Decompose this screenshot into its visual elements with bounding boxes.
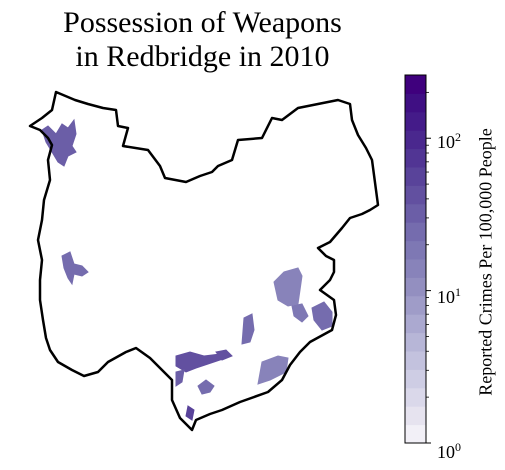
colorbar-bin-12 [405,204,426,223]
colorbar-bin-3 [405,369,426,388]
colorbar-bin-1 [405,406,426,425]
colorbar-bin-8 [405,277,426,296]
colorbar-bin-9 [405,259,426,278]
colorbar-tick-label-2: 102 [437,130,461,153]
colorbar-bin-4 [405,351,426,370]
colorbar [405,75,431,444]
area-south-3 [176,370,184,386]
area-south-5 [186,406,194,420]
area-west [62,252,88,284]
borough-outline [30,92,378,430]
colorbar-bin-11 [405,222,426,241]
area-east-1 [274,268,302,306]
colorbar-bin-16 [405,130,426,149]
colorbar-tick-label-1: 101 [437,285,461,308]
colorbar-bin-2 [405,388,426,407]
colorbar-bin-6 [405,314,426,333]
colorbar-tick-label-0: 100 [437,440,461,463]
colorbar-bin-5 [405,333,426,352]
colorbar-bin-10 [405,241,426,260]
colorbar-bin-15 [405,149,426,168]
colorbar-bin-0 [405,425,426,444]
colorbar-bin-19 [405,75,426,94]
area-east-2 [292,304,308,322]
colorbar-title: Reported Crimes Per 100,000 People [476,128,497,395]
colorbar-bin-7 [405,296,426,315]
area-south-4 [198,380,214,394]
colorbar-bin-17 [405,112,426,131]
area-south-2 [242,314,254,344]
colorbar-bin-18 [405,93,426,112]
colorbar-bin-13 [405,185,426,204]
area-east-3 [312,302,332,330]
colorbar-bin-14 [405,167,426,186]
